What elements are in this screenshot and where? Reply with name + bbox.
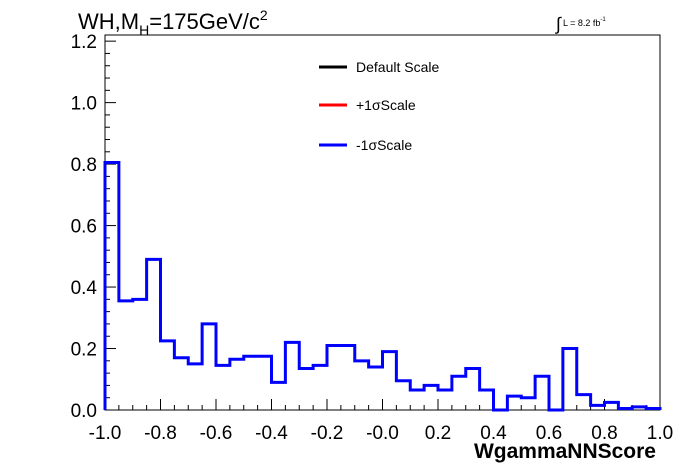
legend-label: -1σScale bbox=[356, 137, 412, 153]
series-group bbox=[103, 161, 662, 412]
luminosity-superscript: -1 bbox=[600, 17, 606, 23]
y-tick-label: 0.4 bbox=[71, 278, 98, 299]
x-tick-label: 1.0 bbox=[647, 423, 673, 444]
legend: Default Scale +1σScale -1σScale bbox=[319, 59, 439, 153]
y-tick-label: 1.2 bbox=[71, 32, 97, 53]
legend-label: +1σScale bbox=[356, 97, 416, 113]
histogram-series-line bbox=[103, 161, 662, 412]
title-suffix: =175GeV/c bbox=[149, 9, 260, 34]
x-tick-labels: -1.0 -0.8 -0.6 -0.4 -0.2 -0.0 0.2 0.4 0.6 0.8 1.0 bbox=[89, 423, 674, 444]
luminosity-label: ∫ L = 8.2 fb-1 bbox=[556, 14, 606, 35]
luminosity-text: L = 8.2 fb bbox=[562, 18, 601, 28]
x-tick-label: -0.8 bbox=[144, 423, 177, 444]
x-tick-label: 0.4 bbox=[480, 423, 507, 444]
x-tick-label: -0.0 bbox=[366, 423, 399, 444]
x-tick-label: -0.4 bbox=[255, 423, 288, 444]
x-tick-label: 0.8 bbox=[591, 423, 617, 444]
x-tick-label: 0.6 bbox=[536, 423, 562, 444]
x-tick-label: -0.2 bbox=[311, 423, 344, 444]
x-tick-label: 0.2 bbox=[425, 423, 451, 444]
x-axis-label: WgammaNNScore bbox=[473, 440, 656, 463]
x-tick-label: -0.6 bbox=[200, 423, 233, 444]
legend-label: Default Scale bbox=[356, 59, 439, 75]
x-tick-label: -1.0 bbox=[89, 423, 122, 444]
title-superscript: 2 bbox=[259, 7, 268, 23]
y-tick-label: 1.0 bbox=[71, 94, 97, 115]
y-tick-label: 0.0 bbox=[71, 401, 97, 422]
y-tick-label: 0.2 bbox=[71, 340, 97, 361]
y-tick-label: 0.6 bbox=[71, 217, 97, 238]
chart-title: WH,MH=175GeV/c2 bbox=[78, 7, 268, 38]
y-tick-label: 0.8 bbox=[71, 155, 97, 176]
integral-symbol: ∫ bbox=[556, 14, 561, 34]
title-prefix: WH,M bbox=[78, 9, 140, 34]
title-subscript: H bbox=[139, 22, 150, 38]
y-tick-labels: 0.0 0.2 0.4 0.6 0.8 1.0 1.2 bbox=[71, 32, 98, 422]
